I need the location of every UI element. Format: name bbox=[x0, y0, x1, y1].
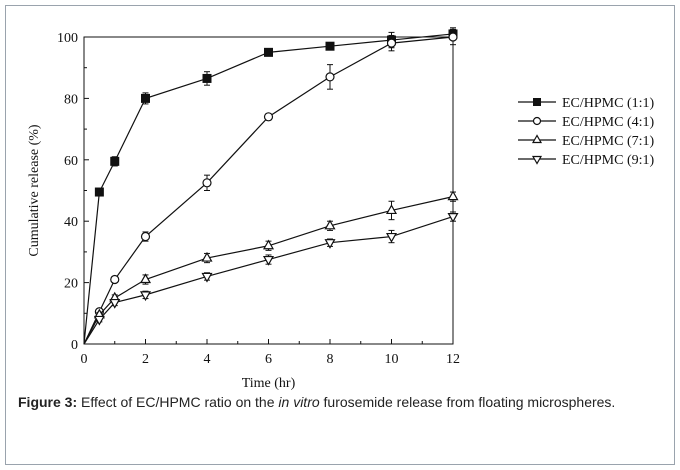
series-3 bbox=[83, 190, 459, 345]
caption-text-before: Effect of EC/HPMC ratio on the bbox=[77, 394, 279, 410]
legend-item-1: EC/HPMC (1:1) bbox=[518, 96, 655, 111]
open-triangle-down-marker bbox=[531, 155, 543, 165]
open-triangle-down-marker bbox=[385, 232, 398, 243]
filled-square-marker bbox=[110, 156, 120, 166]
open-triangle-down-marker bbox=[139, 291, 152, 302]
open-triangle-up-marker bbox=[531, 134, 543, 144]
x-tick-label: 12 bbox=[446, 352, 460, 367]
filled-square-marker bbox=[264, 47, 273, 57]
open-circle-marker bbox=[202, 178, 212, 188]
open-circle-marker bbox=[532, 116, 542, 126]
series-line bbox=[83, 196, 454, 345]
filled-square-marker bbox=[202, 73, 212, 83]
x-tick-label: 6 bbox=[265, 352, 272, 367]
open-triangle-up-marker bbox=[201, 251, 213, 262]
chart-axes: 0 2 4 6 8 10 12 0 20 40 60 80 100 bbox=[57, 31, 460, 367]
figure-caption: Figure 3: Effect of EC/HPMC ratio on the… bbox=[18, 392, 658, 412]
open-circle-marker bbox=[448, 32, 458, 42]
chart-series bbox=[83, 27, 459, 345]
x-axis-label: Time (hr) bbox=[242, 376, 296, 391]
series-line bbox=[83, 36, 454, 345]
chart-legend: EC/HPMC (1:1) EC/HPMC (4:1) EC/HPMC (7:1) E… bbox=[518, 96, 655, 168]
caption-label: Figure 3: bbox=[18, 394, 78, 410]
filled-square-marker bbox=[325, 41, 335, 51]
open-triangle-down-marker bbox=[262, 255, 275, 266]
open-circle-marker bbox=[263, 112, 274, 122]
open-triangle-down-marker bbox=[201, 272, 213, 283]
legend-item-2: EC/HPMC (4:1) bbox=[518, 115, 655, 130]
x-tick-label: 10 bbox=[385, 352, 399, 367]
series-2 bbox=[83, 28, 458, 345]
series-4 bbox=[83, 211, 459, 345]
y-axis-label: Cumulative release (%) bbox=[27, 124, 42, 257]
y-tick-label: 80 bbox=[64, 92, 78, 107]
caption-text-after: furosemide release from floating microsp… bbox=[319, 394, 616, 410]
open-triangle-up-marker bbox=[324, 219, 336, 230]
x-tick-label: 8 bbox=[327, 352, 334, 367]
open-triangle-down-marker bbox=[93, 315, 105, 326]
open-circle-marker bbox=[110, 274, 120, 285]
filled-square-marker bbox=[141, 93, 150, 103]
caption-italic: in vitro bbox=[278, 394, 320, 410]
open-triangle-up-marker bbox=[262, 239, 275, 250]
filled-square-marker bbox=[94, 187, 104, 197]
plot-frame bbox=[83, 36, 454, 345]
filled-square-marker bbox=[533, 98, 541, 106]
x-tick-label: 0 bbox=[81, 352, 88, 367]
y-tick-label: 60 bbox=[64, 154, 78, 169]
series-line bbox=[83, 216, 454, 345]
series-line bbox=[83, 33, 454, 345]
open-triangle-down-marker bbox=[324, 239, 336, 249]
open-triangle-down-marker bbox=[447, 212, 459, 223]
legend-item-3: EC/HPMC (7:1) bbox=[518, 134, 655, 149]
y-tick-label: 20 bbox=[64, 277, 78, 292]
open-triangle-down-marker bbox=[109, 298, 121, 309]
y-tick-label: 0 bbox=[71, 338, 78, 353]
legend-label: EC/HPMC (4:1) bbox=[562, 115, 655, 130]
legend-item-4: EC/HPMC (9:1) bbox=[518, 153, 655, 168]
figure-frame bbox=[5, 5, 675, 465]
y-tick-label: 40 bbox=[64, 215, 78, 230]
legend-label: EC/HPMC (9:1) bbox=[562, 153, 655, 168]
x-tick-label: 4 bbox=[204, 352, 211, 367]
open-triangle-up-marker bbox=[385, 204, 398, 215]
x-tick-label: 2 bbox=[142, 352, 149, 367]
open-circle-marker bbox=[325, 72, 335, 82]
open-triangle-up-marker bbox=[447, 190, 459, 201]
legend-label: EC/HPMC (1:1) bbox=[562, 96, 655, 111]
legend-label: EC/HPMC (7:1) bbox=[562, 134, 655, 149]
open-triangle-up-marker bbox=[139, 273, 152, 284]
open-circle-marker bbox=[140, 231, 151, 242]
open-circle-marker bbox=[386, 38, 397, 48]
y-tick-label: 100 bbox=[57, 31, 78, 46]
